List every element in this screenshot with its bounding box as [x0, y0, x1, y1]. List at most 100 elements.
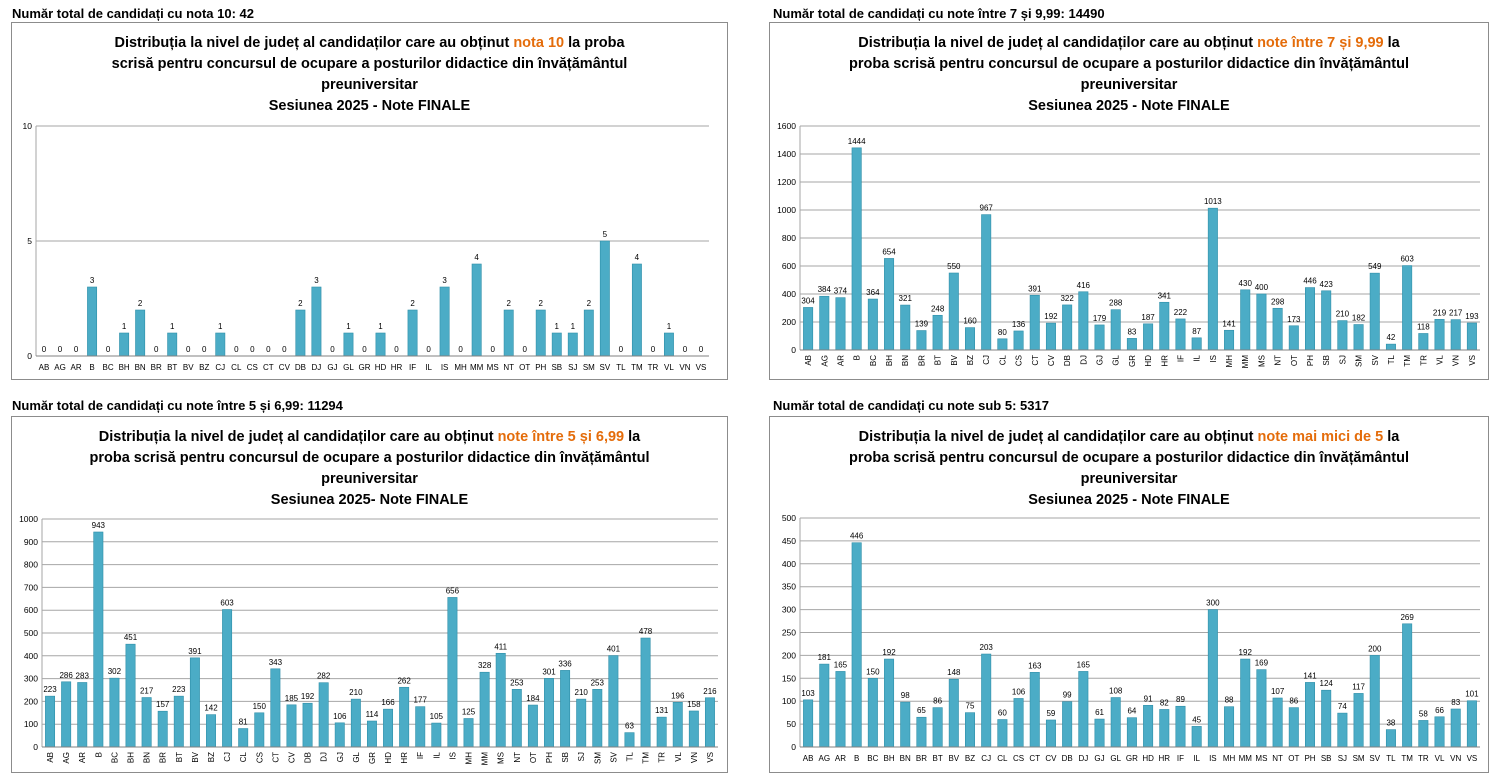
bar-gr [1126, 338, 1137, 351]
x-tick-label: VL [674, 751, 683, 761]
x-tick-label: SB [561, 752, 570, 763]
bar-ms [1256, 293, 1267, 351]
x-tick-label: HR [1160, 355, 1169, 367]
bar-mm [479, 671, 490, 748]
bar-is [447, 597, 458, 748]
bar-ag [819, 663, 830, 748]
x-tick-label: IS [448, 752, 457, 760]
x-tick-label: SJ [568, 363, 577, 372]
x-tick-label: BT [933, 754, 943, 763]
bar-sb [551, 332, 562, 357]
data-label: 217 [140, 687, 154, 696]
data-label: 654 [882, 247, 896, 256]
x-tick-label: PH [1304, 754, 1315, 763]
bar-bz [965, 327, 975, 351]
x-tick-label: SV [1371, 354, 1380, 365]
data-label: 106 [333, 712, 347, 721]
bar-tr [656, 716, 667, 748]
x-tick-label: VS [1468, 355, 1477, 366]
x-tick-label: BC [869, 355, 878, 366]
y-tick-label: 1200 [777, 177, 796, 187]
y-tick-label: 500 [24, 628, 38, 638]
bar-tl [1385, 343, 1396, 351]
x-tick-label: SJ [1338, 754, 1347, 763]
y-tick-label: 400 [782, 559, 796, 569]
y-tick-label: 300 [782, 605, 796, 615]
bar-tm [1402, 265, 1413, 351]
data-label: 430 [1239, 279, 1253, 288]
x-tick-label: TM [642, 752, 651, 764]
x-tick-label: BH [119, 363, 130, 372]
y-tick-label: 1000 [19, 514, 38, 524]
bar-mh [1224, 706, 1235, 748]
x-tick-label: AR [835, 754, 846, 763]
x-tick-label: CL [239, 751, 248, 762]
data-label: 549 [1368, 262, 1382, 271]
bar-mm [1240, 658, 1251, 748]
bar-sb [560, 670, 571, 748]
bar-dj [311, 286, 322, 357]
bar-sv [1369, 272, 1380, 351]
data-label: 0 [58, 345, 63, 354]
data-label: 86 [933, 697, 942, 706]
data-label: 0 [282, 345, 287, 354]
data-label: 42 [1386, 333, 1395, 342]
bar-ag [819, 295, 830, 351]
x-tick-label: BV [950, 354, 959, 365]
x-tick-label: OT [529, 752, 538, 763]
data-label: 2 [539, 299, 544, 308]
data-label: 304 [801, 296, 815, 305]
x-tick-label: SM [1355, 355, 1364, 367]
data-label: 118 [1417, 322, 1430, 331]
bar-bc [109, 677, 120, 748]
data-label: 169 [1255, 659, 1269, 668]
data-label: 364 [866, 288, 880, 297]
bar-ph [1305, 287, 1315, 351]
bar-db [295, 309, 306, 357]
data-label: 343 [269, 658, 283, 667]
x-tick-label: NT [503, 363, 514, 372]
x-tick-label: BC [867, 754, 878, 763]
bar-ab [803, 699, 814, 748]
x-tick-label: SM [1353, 754, 1365, 763]
bar-cl [238, 728, 249, 748]
data-label: 0 [490, 345, 495, 354]
bar-ct [1029, 672, 1040, 748]
data-label: 0 [202, 345, 207, 354]
bar-cl [997, 719, 1008, 748]
data-label: 192 [1044, 312, 1058, 321]
data-label: 336 [558, 659, 572, 668]
y-tick-label: 1000 [777, 205, 796, 215]
bar-is [1207, 609, 1218, 748]
x-tick-label: CV [279, 363, 291, 372]
bar-bt [167, 332, 178, 357]
bar-db [1062, 701, 1073, 748]
bar-dj [1078, 671, 1089, 748]
x-tick-label: MH [1223, 754, 1236, 763]
heading-nota-10: Număr total de candidați cu nota 10: 42 [12, 6, 254, 21]
y-tick-label: 10 [23, 121, 33, 131]
data-label: 142 [204, 704, 218, 713]
data-label: 216 [703, 687, 717, 696]
data-label: 3 [314, 276, 319, 285]
bar-b [851, 542, 862, 748]
bar-ar [835, 297, 846, 351]
bar-ag [61, 681, 72, 748]
data-label: 0 [426, 345, 431, 354]
data-label: 81 [239, 718, 248, 727]
x-tick-label: BC [103, 363, 114, 372]
x-tick-label: AR [836, 355, 845, 366]
bar-gr [1126, 717, 1137, 748]
bar-vl [663, 332, 674, 357]
data-label: 83 [1451, 698, 1460, 707]
data-label: 222 [1174, 308, 1188, 317]
data-label: 177 [414, 696, 428, 705]
chart-panel-note-7-9: Distribuția la nivel de județ al candida… [769, 22, 1489, 380]
x-tick-label: IF [409, 363, 416, 372]
data-label: 125 [462, 708, 476, 717]
bar-ot [527, 704, 538, 748]
x-tick-label: IS [441, 363, 449, 372]
bar-gl [1110, 309, 1121, 351]
bar-br [157, 710, 168, 748]
bar-sj [1337, 320, 1348, 351]
